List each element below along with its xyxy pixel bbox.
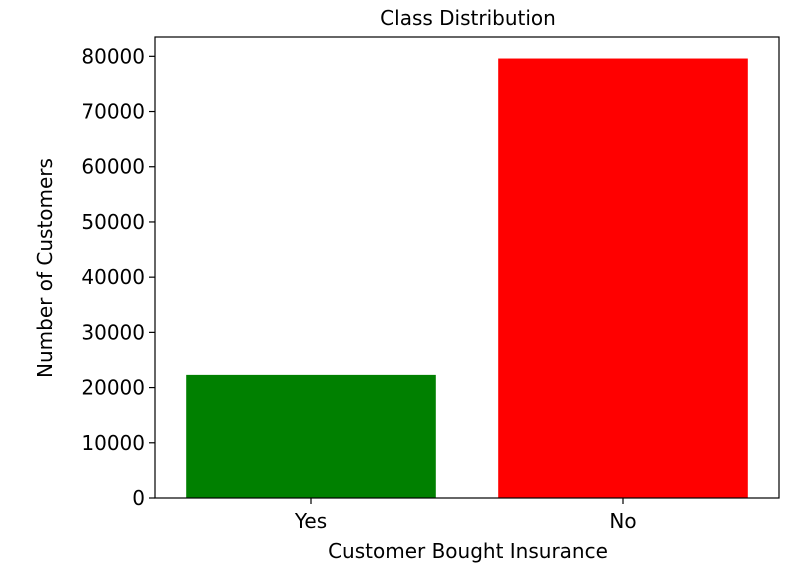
y-tick-label: 10000 <box>81 431 145 455</box>
bar-no <box>498 58 748 498</box>
y-tick-label: 0 <box>132 486 145 510</box>
y-ticks-group: 0 10000 20000 30000 40000 50000 60000 70000 8000… <box>81 44 155 510</box>
y-tick-label: 70000 <box>81 100 145 124</box>
y-tick-label: 40000 <box>81 265 145 289</box>
bar-yes <box>186 374 436 498</box>
plot-frame <box>154 36 780 499</box>
x-axis-label: Customer Bought Insurance <box>328 539 608 563</box>
y-tick-label: 20000 <box>81 376 145 400</box>
bars-group <box>186 58 748 498</box>
x-tick-label: No <box>609 509 636 533</box>
chart-title: Class Distribution <box>380 6 556 30</box>
x-tick-label: Yes <box>294 509 327 533</box>
y-tick-label: 50000 <box>81 210 145 234</box>
x-ticks-group: Yes No <box>294 498 637 533</box>
y-axis-label: Number of Customers <box>33 158 57 378</box>
y-tick-label: 80000 <box>81 44 145 68</box>
y-tick-label: 30000 <box>81 320 145 344</box>
y-tick-label: 60000 <box>81 155 145 179</box>
